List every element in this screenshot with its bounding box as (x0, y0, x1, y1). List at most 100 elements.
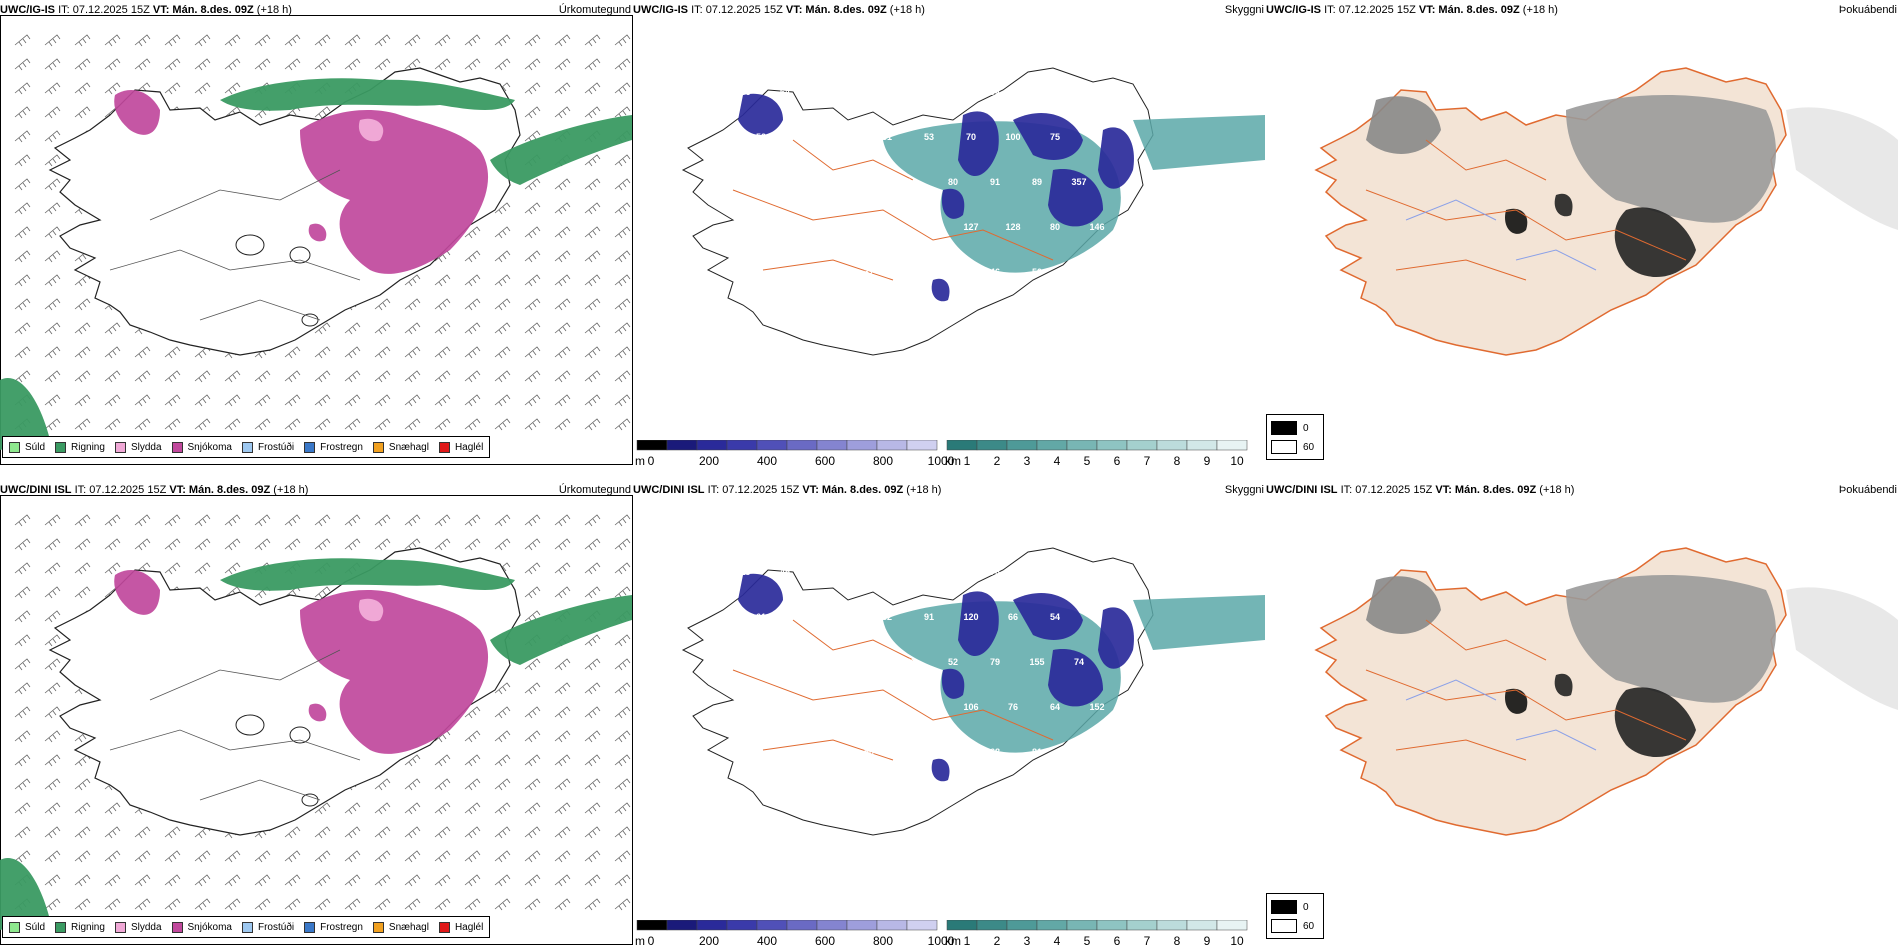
colorbar-cell (636, 440, 668, 451)
legend-item: Slydda (114, 921, 162, 933)
wind-barb (614, 82, 631, 95)
wind-barb (614, 514, 631, 527)
wind-barb (614, 898, 631, 911)
wind-barb (464, 538, 481, 551)
wind-barb (464, 298, 481, 311)
wind-barb (14, 154, 31, 167)
vis-tick: 4 (1053, 934, 1061, 948)
cloud-base-value: 83 (906, 567, 916, 577)
cloud-base-value: 74 (1074, 657, 1084, 667)
cloud-base-value: 53 (924, 132, 934, 142)
wind-barb (434, 322, 451, 335)
wind-barb (494, 394, 511, 407)
wind-barb (314, 898, 331, 911)
wind-barb (524, 874, 541, 887)
wind-barb (344, 802, 361, 815)
cloud-base-value: 67 (1074, 567, 1084, 577)
wind-barb (44, 658, 61, 671)
wind-barb (524, 826, 541, 839)
wind-barb (464, 514, 481, 527)
wind-barb (524, 346, 541, 359)
wind-barb (584, 226, 601, 239)
wind-barb (374, 538, 391, 551)
height-unit: m (635, 934, 645, 948)
wind-barb (134, 826, 151, 839)
colorbar-cell (756, 920, 788, 931)
wind-barb (194, 514, 211, 527)
glacier-outline (235, 234, 265, 256)
glacier-outline (301, 793, 319, 807)
cloud-base-value: 81 (1032, 747, 1042, 757)
fog-index-area (1614, 687, 1696, 757)
wind-barb (74, 106, 91, 119)
wind-barb (224, 538, 241, 551)
wind-barb (404, 514, 421, 527)
wind-barb (434, 850, 451, 863)
wind-barb (44, 418, 61, 431)
fog-low-label: 0 (1303, 901, 1309, 913)
wind-barb (404, 394, 421, 407)
wind-barb (374, 898, 391, 911)
wind-barb (524, 58, 541, 71)
wind-barb (494, 298, 511, 311)
roads (732, 139, 1054, 281)
wind-barb (44, 778, 61, 791)
fog-low-swatch (1271, 900, 1297, 914)
cloud-base-value: 82 (780, 657, 790, 667)
wind-barb (14, 130, 31, 143)
wind-barb (614, 634, 631, 647)
wind-barb (164, 394, 181, 407)
wind-barb (74, 778, 91, 791)
cloud-base-value: 80 (1050, 222, 1060, 232)
wind-barb (44, 706, 61, 719)
wind-barb (584, 778, 601, 791)
cloud-base-area (958, 111, 999, 177)
wind-barb (254, 34, 271, 47)
wind-barb (74, 298, 91, 311)
wind-barb (134, 346, 151, 359)
cloud-base-area (931, 758, 950, 782)
wind-barb (524, 586, 541, 599)
fog-index-area (1786, 587, 1898, 710)
wind-barb (434, 874, 451, 887)
wind-barb (194, 394, 211, 407)
legend-label: Súld (25, 441, 46, 453)
wind-barb (314, 394, 331, 407)
wind-barb (44, 298, 61, 311)
legend-swatch (55, 441, 67, 453)
fog-index-area (1366, 576, 1441, 634)
legend-label: Frostregn (320, 441, 363, 453)
wind-barb (44, 754, 61, 767)
wind-barb (104, 802, 121, 815)
cloud-base-value: 50 (1032, 267, 1042, 277)
wind-barb (434, 898, 451, 911)
vis-tick: 2 (993, 454, 1001, 468)
init-time: IT: 07.12.2025 15Z (58, 4, 150, 16)
wind-barb (584, 82, 601, 95)
cloud-base-value: 55 (840, 132, 850, 142)
wind-barb (614, 322, 631, 335)
wind-barb (164, 514, 181, 527)
cloud-base-value: 357 (1071, 177, 1086, 187)
legend-label: Snjókoma (187, 921, 232, 933)
wind-barb (584, 730, 601, 743)
wind-barb (224, 34, 241, 47)
wind-barb (464, 346, 481, 359)
wind-barb (164, 562, 181, 575)
cloud-base-value: 80 (948, 177, 958, 187)
cloud-base-value: 76 (1008, 702, 1018, 712)
cloud-base-value: 413 (879, 702, 894, 712)
colorbar-cell (696, 440, 728, 451)
legend-label: Frostregn (320, 921, 363, 933)
wind-barb (524, 274, 541, 287)
colorbar-cell (946, 440, 978, 451)
model-name: UWC/IG-IS (0, 4, 55, 16)
wind-barb (74, 394, 91, 407)
wind-barb (344, 874, 361, 887)
fog-high-swatch (1271, 919, 1297, 933)
iceland-group (0, 34, 632, 450)
wind-barb (284, 850, 301, 863)
height-tick: 600 (814, 454, 836, 468)
wind-barb (464, 250, 481, 263)
cloud-base-value: 44 (780, 177, 790, 187)
